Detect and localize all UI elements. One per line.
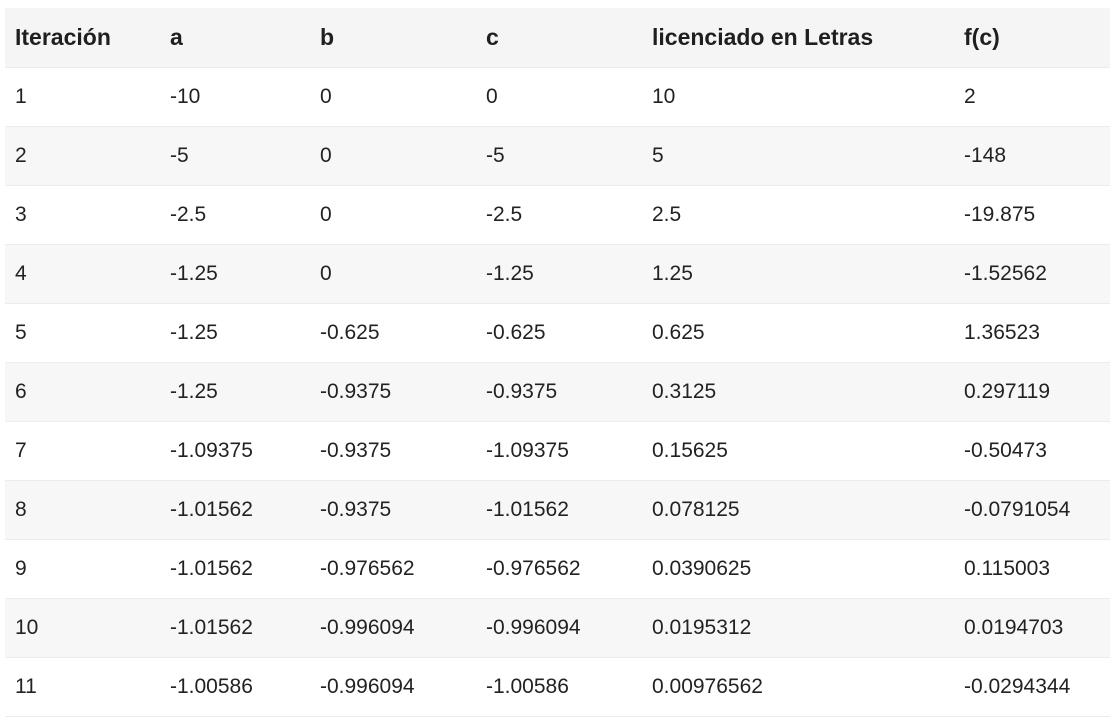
cell-a: -1.00586: [170, 674, 253, 698]
table-row: 1 -10 0 0 10 2: [5, 67, 1110, 126]
cell-a: -1.25: [170, 320, 218, 344]
cell-iteracion: 10: [15, 615, 39, 639]
cell-c: -1.25: [486, 261, 534, 285]
cell-c: -2.5: [486, 202, 523, 226]
cell-f-of-c: 1.36523: [964, 320, 1040, 344]
cell-licenciado-en-letras: 2.5: [652, 202, 682, 226]
cell-b: 0: [320, 202, 332, 226]
bisection-table-container: Iteración a b c licenciado en Letras f(c…: [5, 8, 1110, 717]
table-row: 10 -1.01562 -0.996094 -0.996094 0.019531…: [5, 598, 1110, 657]
cell-f-of-c: -0.0294344: [964, 674, 1071, 698]
cell-licenciado-en-letras: 0.15625: [652, 438, 728, 462]
cell-f-of-c: -0.0791054: [964, 497, 1071, 521]
cell-a: -1.25: [170, 379, 218, 403]
cell-b: 0: [320, 261, 332, 285]
cell-c: -0.996094: [486, 615, 581, 639]
cell-f-of-c: -1.52562: [964, 261, 1047, 285]
cell-iteracion: 6: [15, 379, 27, 403]
cell-iteracion: 2: [15, 143, 27, 167]
cell-c: -0.976562: [486, 556, 581, 580]
cell-f-of-c: 2: [964, 84, 976, 108]
cell-iteracion: 11: [15, 674, 37, 698]
table-row: 7 -1.09375 -0.9375 -1.09375 0.15625 -0.5…: [5, 421, 1110, 480]
header-b: b: [310, 8, 476, 68]
cell-licenciado-en-letras: 1.25: [652, 261, 693, 285]
cell-b: 0: [320, 84, 332, 108]
cell-b: -0.976562: [320, 556, 415, 580]
header-c: c: [476, 8, 642, 68]
cell-licenciado-en-letras: 0.078125: [652, 497, 740, 521]
cell-f-of-c: -0.50473: [964, 438, 1047, 462]
header-licenciado-en-letras: licenciado en Letras: [642, 8, 954, 68]
table-row: 2 -5 0 -5 5 -148: [5, 126, 1110, 185]
cell-f-of-c: -19.875: [964, 202, 1036, 226]
table-row: 9 -1.01562 -0.976562 -0.976562 0.0390625…: [5, 539, 1110, 598]
cell-b: -0.625: [320, 320, 380, 344]
cell-iteracion: 3: [15, 202, 27, 226]
cell-iteracion: 8: [15, 497, 27, 521]
cell-c: -5: [486, 143, 505, 167]
cell-licenciado-en-letras: 0.3125: [652, 379, 717, 403]
cell-c: -1.00586: [486, 674, 569, 698]
header-f-of-c: f(c): [954, 8, 1110, 68]
cell-f-of-c: -148: [964, 143, 1007, 167]
cell-c: -0.9375: [486, 379, 558, 403]
header-a: a: [160, 8, 310, 68]
cell-licenciado-en-letras: 0.0195312: [652, 615, 752, 639]
cell-a: -1.09375: [170, 438, 253, 462]
cell-a: -1.01562: [170, 497, 253, 521]
cell-a: -10: [170, 84, 201, 108]
table-row: 11 -1.00586 -0.996094 -1.00586 0.0097656…: [5, 657, 1110, 716]
cell-b: 0: [320, 143, 332, 167]
cell-iteracion: 5: [15, 320, 27, 344]
bisection-iteration-table: Iteración a b c licenciado en Letras f(c…: [5, 8, 1110, 717]
cell-c: -1.01562: [486, 497, 569, 521]
table-row: 8 -1.01562 -0.9375 -1.01562 0.078125 -0.…: [5, 480, 1110, 539]
cell-f-of-c: 0.115003: [964, 556, 1051, 580]
cell-c: -1.09375: [486, 438, 569, 462]
cell-iteracion: 7: [15, 438, 27, 462]
table-row: 4 -1.25 0 -1.25 1.25 -1.52562: [5, 244, 1110, 303]
cell-b: -0.996094: [320, 674, 415, 698]
header-iteracion: Iteración: [5, 8, 160, 68]
cell-c: 0: [486, 84, 498, 108]
cell-a: -1.01562: [170, 556, 253, 580]
cell-licenciado-en-letras: 5: [652, 143, 664, 167]
cell-licenciado-en-letras: 0.625: [652, 320, 705, 344]
cell-f-of-c: 0.297119: [964, 379, 1051, 403]
cell-b: -0.9375: [320, 438, 392, 462]
table-header-row: Iteración a b c licenciado en Letras f(c…: [5, 8, 1110, 68]
cell-a: -1.01562: [170, 615, 253, 639]
table-row: 6 -1.25 -0.9375 -0.9375 0.3125 0.297119: [5, 362, 1110, 421]
cell-f-of-c: 0.0194703: [964, 615, 1064, 639]
cell-a: -1.25: [170, 261, 218, 285]
cell-licenciado-en-letras: 0.0390625: [652, 556, 752, 580]
cell-iteracion: 9: [15, 556, 27, 580]
table-row: 5 -1.25 -0.625 -0.625 0.625 1.36523: [5, 303, 1110, 362]
cell-licenciado-en-letras: 10: [652, 84, 676, 108]
cell-c: -0.625: [486, 320, 546, 344]
cell-a: -2.5: [170, 202, 207, 226]
cell-licenciado-en-letras: 0.00976562: [652, 674, 763, 698]
cell-b: -0.9375: [320, 497, 392, 521]
table-row: 3 -2.5 0 -2.5 2.5 -19.875: [5, 185, 1110, 244]
cell-b: -0.9375: [320, 379, 392, 403]
cell-iteracion: 1: [15, 84, 27, 108]
cell-iteracion: 4: [15, 261, 27, 285]
cell-a: -5: [170, 143, 189, 167]
cell-b: -0.996094: [320, 615, 415, 639]
